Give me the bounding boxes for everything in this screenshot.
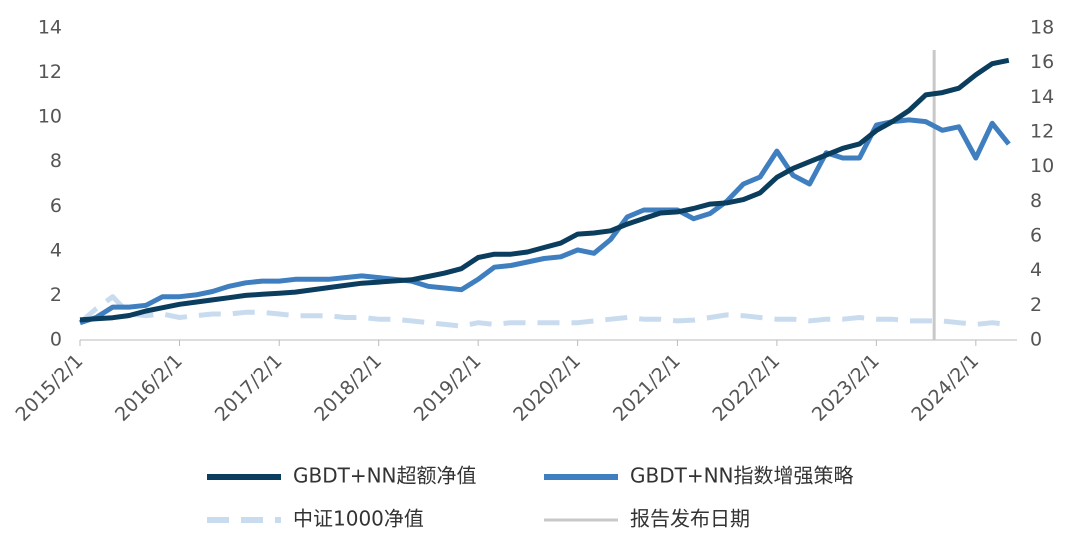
y2-tick-label: 16 <box>1030 51 1054 73</box>
legend-label: 中证1000净值 <box>293 507 424 531</box>
y2-tick-label: 18 <box>1030 17 1054 39</box>
x-tick-label: 2016/2/1 <box>111 350 187 426</box>
x-tick-label: 2018/2/1 <box>310 350 386 426</box>
series-line <box>79 57 1010 323</box>
x-tick-label: 2022/2/1 <box>708 350 784 426</box>
y2-tick-label: 10 <box>1030 155 1054 177</box>
x-tick-label: 2024/2/1 <box>907 350 983 426</box>
legend-label: GBDT+NN指数增强策略 <box>630 464 854 488</box>
x-tick-label: 2017/2/1 <box>211 350 287 426</box>
y2-tick-label: 6 <box>1030 225 1042 247</box>
y2-tick-label: 12 <box>1030 121 1054 143</box>
series-line <box>79 117 1011 326</box>
y-tick-label: 14 <box>38 17 62 39</box>
x-tick-label: 2021/2/1 <box>609 350 685 426</box>
y2-tick-label: 2 <box>1030 294 1042 316</box>
x-tick-label: 2015/2/1 <box>12 350 88 426</box>
y-tick-label: 8 <box>50 150 62 172</box>
y2-tick-label: 14 <box>1030 86 1054 108</box>
x-tick-label: 2023/2/1 <box>808 350 884 426</box>
y2-tick-label: 4 <box>1030 259 1042 281</box>
legend-label: 报告发布日期 <box>630 507 750 531</box>
y-tick-label: 10 <box>38 106 62 128</box>
y-tick-label: 4 <box>50 239 62 261</box>
y2-tick-label: 8 <box>1030 190 1042 212</box>
legend-label: GBDT+NN超额净值 <box>293 464 477 488</box>
y-tick-label: 0 <box>50 329 62 351</box>
series-line <box>78 294 1010 329</box>
y-tick-label: 2 <box>50 284 62 306</box>
y2-tick-label: 0 <box>1030 329 1042 351</box>
y-tick-label: 6 <box>50 195 62 217</box>
x-tick-label: 2019/2/1 <box>410 350 486 426</box>
x-tick-label: 2020/2/1 <box>509 350 585 426</box>
y-tick-label: 12 <box>38 61 62 83</box>
